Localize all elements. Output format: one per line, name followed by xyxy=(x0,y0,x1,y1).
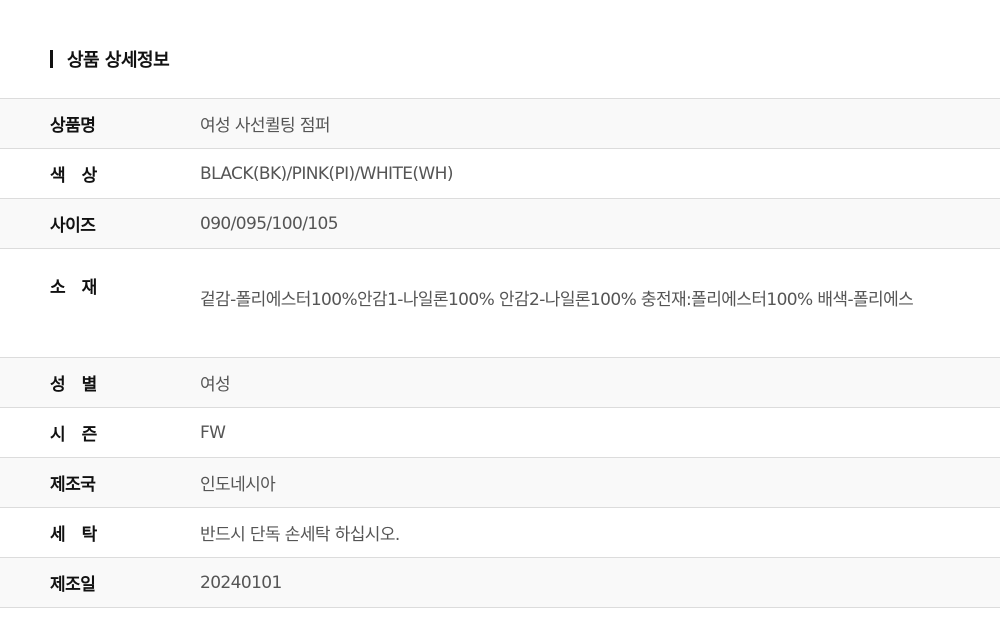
row-value: 인도네시아 xyxy=(200,475,276,495)
row-value: BLACK(BK)/PINK(PI)/WHITE(WH) xyxy=(200,163,453,184)
table-row-color: 색 상 BLACK(BK)/PINK(PI)/WHITE(WH) xyxy=(0,148,1000,199)
row-label: 세 탁 xyxy=(50,525,97,545)
table-row-size: 사이즈 090/095/100/105 xyxy=(0,198,1000,249)
table-row-gender: 성 별 여성 xyxy=(0,357,1000,408)
row-label: 색 상 xyxy=(50,166,97,186)
product-info-table: 상품명 여성 사선퀼팅 점퍼 색 상 BLACK(BK)/PINK(PI)/WHIT… xyxy=(0,98,1000,608)
heading-accent-bar xyxy=(50,50,53,68)
table-row-manufacture-date: 제조일 20240101 xyxy=(0,557,1000,608)
row-label: 상품명 xyxy=(50,116,96,136)
row-label: 소 재 xyxy=(50,278,97,298)
row-label: 성 별 xyxy=(50,375,97,395)
row-value: 여성 xyxy=(200,375,231,395)
row-label: 제조일 xyxy=(50,575,96,595)
table-row-origin: 제조국 인도네시아 xyxy=(0,457,1000,508)
row-label: 시 즌 xyxy=(50,425,97,445)
section-heading: 상품 상세정보 xyxy=(50,48,170,71)
row-value: 반드시 단독 손세탁 하십시오. xyxy=(200,525,400,545)
section-title: 상품 상세정보 xyxy=(67,50,170,71)
row-value: 20240101 xyxy=(200,572,282,593)
row-value: 090/095/100/105 xyxy=(200,213,339,234)
table-row-season: 시 즌 FW xyxy=(0,407,1000,458)
row-value: 겉감-폴리에스터100%안감1-나일론100% 안감2-나일론100% 충전재:… xyxy=(200,290,914,310)
row-value: 여성 사선퀼팅 점퍼 xyxy=(200,116,331,136)
row-value: FW xyxy=(200,422,226,443)
row-label: 제조국 xyxy=(50,475,96,495)
row-label: 사이즈 xyxy=(50,216,96,236)
table-row-washing: 세 탁 반드시 단독 손세탁 하십시오. xyxy=(0,507,1000,558)
table-row-product-name: 상품명 여성 사선퀼팅 점퍼 xyxy=(0,98,1000,149)
